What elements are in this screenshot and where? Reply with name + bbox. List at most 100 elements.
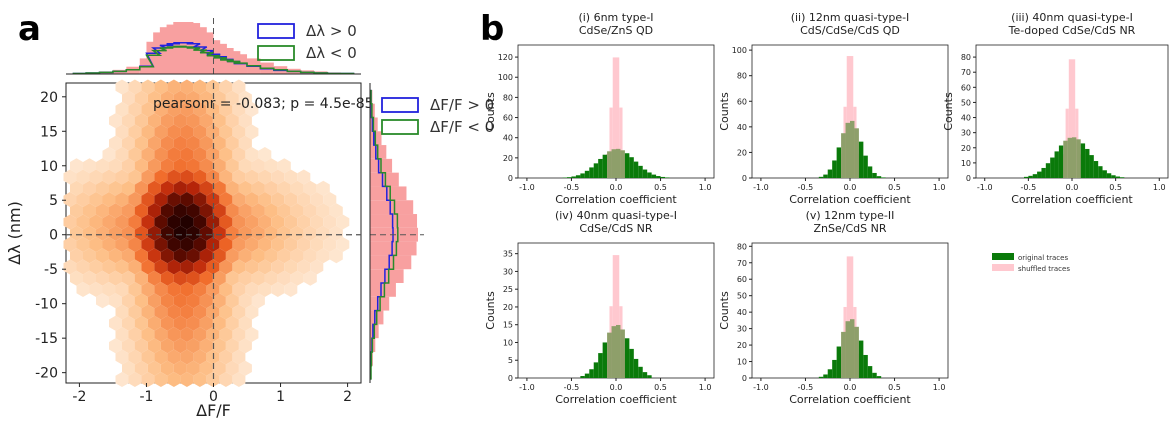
a-hex-cell (154, 147, 168, 162)
a-hex-cell (251, 270, 265, 286)
a-hex-cell (122, 225, 135, 241)
b3-shuffled-bar (1068, 59, 1072, 178)
b2-y-tick-label: 60 (737, 97, 747, 106)
a-hex-cell (167, 372, 181, 387)
b4-original-bar (638, 366, 643, 378)
b1-x-tick-label: 1.0 (699, 183, 712, 192)
a-hex-cell (206, 372, 220, 387)
a-hex-cell (284, 259, 298, 275)
a-hex-cell (245, 259, 259, 275)
a-hex-cell (115, 214, 129, 230)
a-hex-cell (83, 225, 96, 241)
a-hex-cell (232, 192, 246, 207)
a-hex-cell (212, 180, 226, 196)
a-hex-cell (109, 158, 122, 174)
b1-original-bar (580, 173, 585, 178)
a-hex-cell (122, 90, 135, 106)
a-hex-cell (212, 158, 226, 174)
a-hex-cell (147, 90, 161, 106)
a-hex-cell (141, 102, 155, 117)
a-hex-cell (186, 293, 200, 309)
a-hex-cell (258, 214, 272, 230)
a-hex-cell (167, 79, 181, 95)
a-top-legend-neg-swatch (257, 45, 295, 61)
a-hex-cell (186, 270, 200, 286)
a-hex-cell (199, 338, 213, 354)
a-hex-cell (70, 270, 83, 286)
b4-y-tick-label: 25 (503, 285, 513, 294)
b2-original-bar (827, 169, 833, 178)
a-hex-cell (173, 360, 187, 376)
b1-shuffled-bar (619, 107, 623, 178)
a-hex-cell (154, 237, 168, 252)
a-hex-cell (70, 225, 83, 241)
a-hex-cell (63, 259, 77, 275)
b1-original-bar (656, 176, 661, 178)
a-hex-cell (154, 304, 168, 320)
b4-original-bar (624, 338, 630, 378)
a-hex-cell (271, 169, 285, 185)
a-hex-cell (173, 158, 187, 174)
b4-y-tick-label: 20 (503, 303, 513, 312)
b4-original-bar (602, 342, 608, 378)
a-hex-cell (186, 180, 200, 196)
a-hex-cell (134, 113, 148, 129)
a-hex-cell (238, 180, 252, 196)
b5-x-tick-label: 0.5 (888, 383, 901, 392)
a-hex-cell (297, 169, 311, 185)
a-hex-cell (96, 158, 109, 174)
b4-original-bar (611, 326, 616, 378)
a-hex-cell (160, 248, 174, 264)
b1-original-bar (571, 176, 576, 178)
b5-shuffled-bar (846, 256, 850, 378)
b1-original-bar (642, 169, 648, 178)
a-hex-cell (167, 349, 181, 365)
a-hex-cell (297, 192, 311, 207)
b5-x-tick-label: -0.5 (798, 383, 814, 392)
a-hex-cell (115, 327, 129, 342)
b5-original-bar (872, 372, 877, 378)
a-hex-cell (109, 293, 122, 309)
a-hex-cell (134, 293, 148, 309)
a-hex-cell (70, 203, 83, 219)
a-right-marginal-bar (370, 172, 399, 187)
a-right-marginal-bar (370, 214, 418, 228)
a-hex-cell (329, 203, 343, 219)
a-hex-cell (109, 248, 122, 264)
b1-title: (i) 6nm type-I (578, 11, 653, 24)
a-hex-cell (303, 180, 317, 196)
a-hex-cell (96, 225, 109, 241)
a-hex-cell (212, 293, 226, 309)
a-hex-cell (251, 293, 265, 309)
b3-x-tick-label: -0.5 (1021, 183, 1037, 192)
b1-original-bar (651, 174, 657, 178)
a-hex-cell (115, 349, 129, 365)
a-hex-cell (251, 248, 265, 264)
a-hex-cell (128, 124, 142, 140)
a-hex-cell (115, 304, 129, 320)
a-hex-cell (199, 113, 213, 129)
a-hex-cell (264, 225, 278, 241)
a-hex-cell (284, 282, 298, 297)
a-hex-cell (160, 158, 174, 174)
b4-title: (iv) 40nm quasi-type-I (555, 209, 677, 222)
b2-original-bar (872, 172, 877, 178)
b5-shuffled-bar (850, 256, 854, 378)
a-hex-cell (329, 225, 343, 241)
a-hex-cell (109, 225, 122, 241)
a-hex-cell (245, 102, 259, 117)
a-hex-cell (76, 192, 90, 207)
a-hex-cell (160, 360, 174, 376)
b3-original-bar (1072, 137, 1077, 178)
a-hex-cell (232, 102, 246, 117)
b3-original-bar (1085, 148, 1090, 178)
a-x-tick-label: -1 (139, 389, 153, 405)
b1-shuffled-bar (612, 57, 616, 178)
a-hex-cell (141, 259, 155, 275)
a-hex-cell (96, 180, 109, 196)
b5-title: (v) 12nm type-II (806, 209, 895, 222)
a-right-marginal-bar (370, 269, 404, 283)
a-hex-cell (193, 124, 207, 140)
a-hex-cell (245, 327, 259, 342)
a-hex-cell (277, 158, 291, 174)
